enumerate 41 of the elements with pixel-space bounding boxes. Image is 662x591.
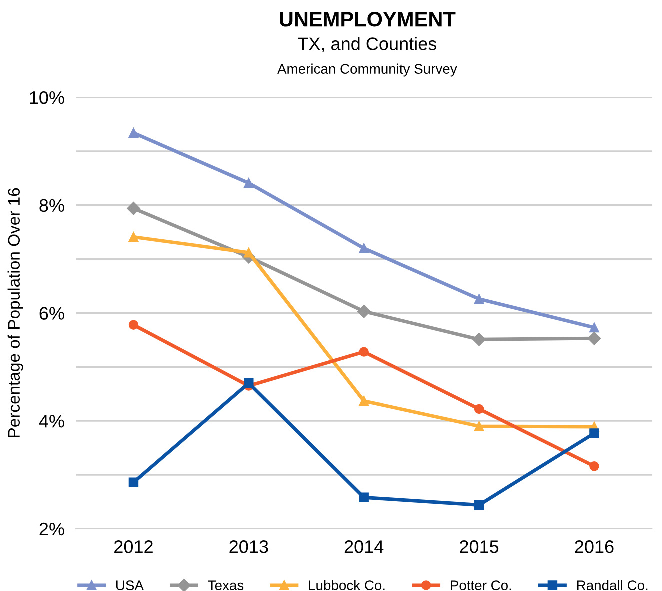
- y-axis-title: Percentage of Population Over 16: [8, 188, 24, 438]
- legend-label: Lubbock Co.: [309, 580, 385, 590]
- point: [127, 202, 140, 216]
- point: [359, 396, 369, 406]
- point: [128, 320, 139, 330]
- y-tick-label: 4%: [39, 415, 64, 428]
- y-tick-label: 10%: [30, 91, 64, 104]
- x-tick-label: 2012: [114, 540, 153, 554]
- y-tick-label: 6%: [40, 307, 64, 320]
- point: [359, 492, 369, 503]
- point: [590, 322, 600, 333]
- x-tick-label: 2014: [344, 540, 384, 554]
- point: [472, 333, 486, 346]
- x-tick-label: 2015: [460, 540, 499, 554]
- legend-label: Texas: [208, 580, 244, 590]
- point: [128, 128, 139, 138]
- point: [590, 462, 600, 472]
- point: [474, 404, 484, 414]
- point: [128, 478, 139, 488]
- legend-label: USA: [116, 580, 144, 590]
- point: [244, 178, 254, 188]
- chart-subtitle: TX, and Counties: [298, 37, 437, 53]
- point: [358, 305, 371, 318]
- point: [474, 294, 484, 304]
- point: [244, 378, 254, 388]
- legend-label: Randall Co.: [577, 580, 648, 590]
- y-tick-label: 8%: [40, 199, 64, 212]
- point: [474, 422, 484, 432]
- point: [359, 347, 369, 357]
- x-tick-label: 2013: [230, 540, 268, 554]
- point: [244, 248, 254, 258]
- chart-title: UNEMPLOYMENT: [280, 12, 456, 27]
- point: [359, 244, 369, 254]
- point: [590, 428, 600, 438]
- point: [474, 500, 484, 510]
- point: [128, 232, 139, 242]
- point: [588, 332, 602, 346]
- x-tick-label: 2016: [575, 540, 614, 554]
- y-tick-label: 2%: [40, 522, 64, 536]
- text: American Community Survey: [278, 64, 458, 77]
- legend-label: Potter Co.: [451, 580, 512, 590]
